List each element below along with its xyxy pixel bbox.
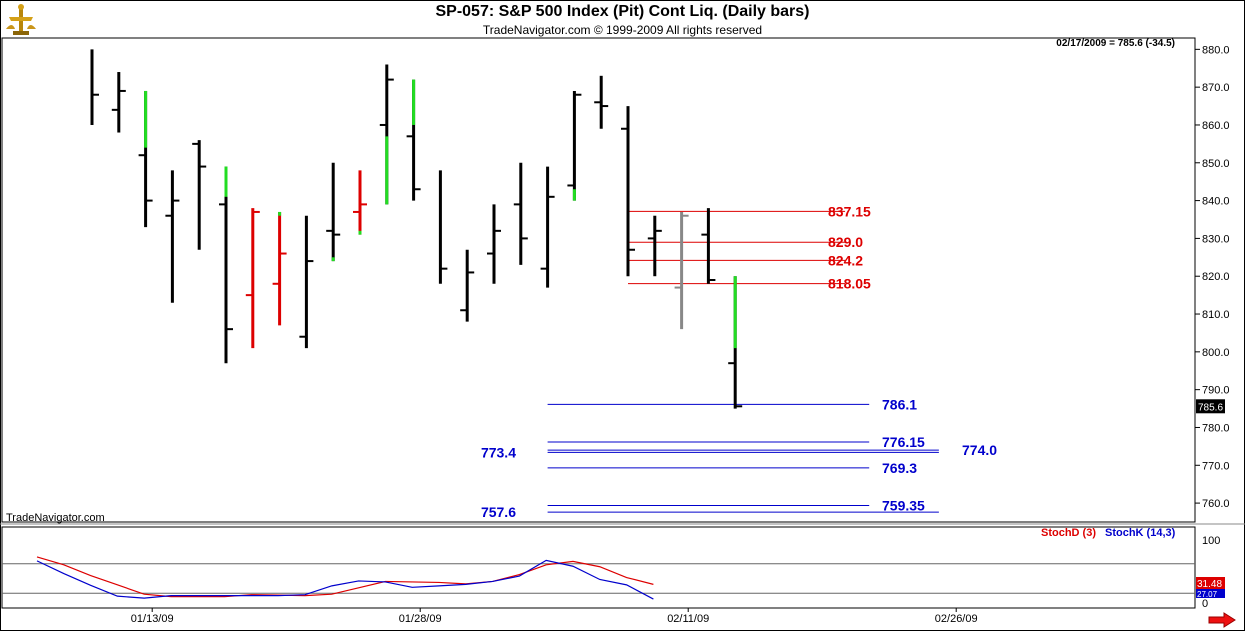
date-axis-label: 02/26/09 <box>935 613 978 625</box>
stoch-d-last-box <box>1196 577 1225 589</box>
stoch-k-last-box <box>1196 589 1225 598</box>
price-axis-tick-label: 790.0 <box>1202 385 1230 397</box>
stoch-axis-tick-label: 0 <box>1202 598 1208 610</box>
price-axis-tick-label: 780.0 <box>1202 422 1230 434</box>
price-level-label: 773.4 <box>481 444 516 460</box>
scroll-right-arrow-icon[interactable] <box>1207 612 1237 628</box>
price-axis-tick-label: 880.0 <box>1202 44 1230 56</box>
price-level-label: 774.0 <box>962 442 997 458</box>
price-level-label: 769.3 <box>882 460 917 476</box>
price-level-label: 829.0 <box>828 234 863 250</box>
price-axis-tick-label: 770.0 <box>1202 460 1230 472</box>
price-level-label: 759.35 <box>882 498 925 514</box>
stoch-k-line <box>36 559 654 600</box>
price-axis-tick-label: 820.0 <box>1202 271 1230 283</box>
date-axis-label: 01/28/09 <box>399 613 442 625</box>
price-axis-tick-label: 840.0 <box>1202 196 1230 208</box>
price-level-label: 824.2 <box>828 252 863 268</box>
price-axis-tick-label: 800.0 <box>1202 347 1230 359</box>
chart-title: SP-057: S&P 500 Index (Pit) Cont Liq. (D… <box>435 3 810 20</box>
price-level-label: 818.05 <box>828 276 871 292</box>
stoch-axis-tick-label: 100 <box>1202 535 1220 547</box>
last-price-box <box>1196 399 1225 414</box>
price-level-label: 837.15 <box>828 203 871 219</box>
last-price-status: 02/17/2009 = 785.6 (-34.5) <box>1056 38 1175 49</box>
last-price-label: 785.6 <box>1198 402 1223 413</box>
price-axis-tick-label: 870.0 <box>1202 82 1230 94</box>
trade-navigator-logo-icon <box>4 3 38 37</box>
price-axis-tick-label: 860.0 <box>1202 120 1230 132</box>
price-axis-tick-label: 850.0 <box>1202 158 1230 170</box>
stoch-k-last-label: 27.07 <box>1197 590 1218 599</box>
price-panel <box>1 37 1196 523</box>
legend-stoch-d[interactable]: StochD (3) <box>1041 527 1096 539</box>
price-axis-tick-label: 830.0 <box>1202 233 1230 245</box>
price-level-label: 776.15 <box>882 434 925 450</box>
legend-stoch-k[interactable]: StochK (14,3) <box>1105 527 1176 539</box>
price-level-label: 757.6 <box>481 504 516 520</box>
date-axis-label: 01/13/09 <box>131 613 174 625</box>
price-axis-tick-label: 760.0 <box>1202 498 1230 510</box>
price-level-label: 786.1 <box>882 396 917 412</box>
chart-subtitle: TradeNavigator.com © 1999-2009 All right… <box>482 23 763 37</box>
date-axis-label: 02/11/09 <box>667 613 709 625</box>
stoch-d-line <box>36 556 654 598</box>
price-axis-tick-label: 810.0 <box>1202 309 1230 321</box>
stoch-d-last-label: 31.48 <box>1197 579 1222 590</box>
stoch-panel <box>1 526 1196 609</box>
watermark-text: TradeNavigator.com <box>6 512 105 524</box>
